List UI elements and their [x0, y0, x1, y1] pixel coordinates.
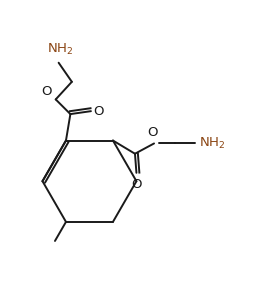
Text: O: O	[93, 105, 104, 118]
Text: O: O	[42, 85, 52, 98]
Text: O: O	[147, 126, 158, 139]
Text: O: O	[131, 178, 142, 191]
Text: NH$_2$: NH$_2$	[199, 136, 225, 151]
Text: NH$_2$: NH$_2$	[47, 42, 73, 58]
